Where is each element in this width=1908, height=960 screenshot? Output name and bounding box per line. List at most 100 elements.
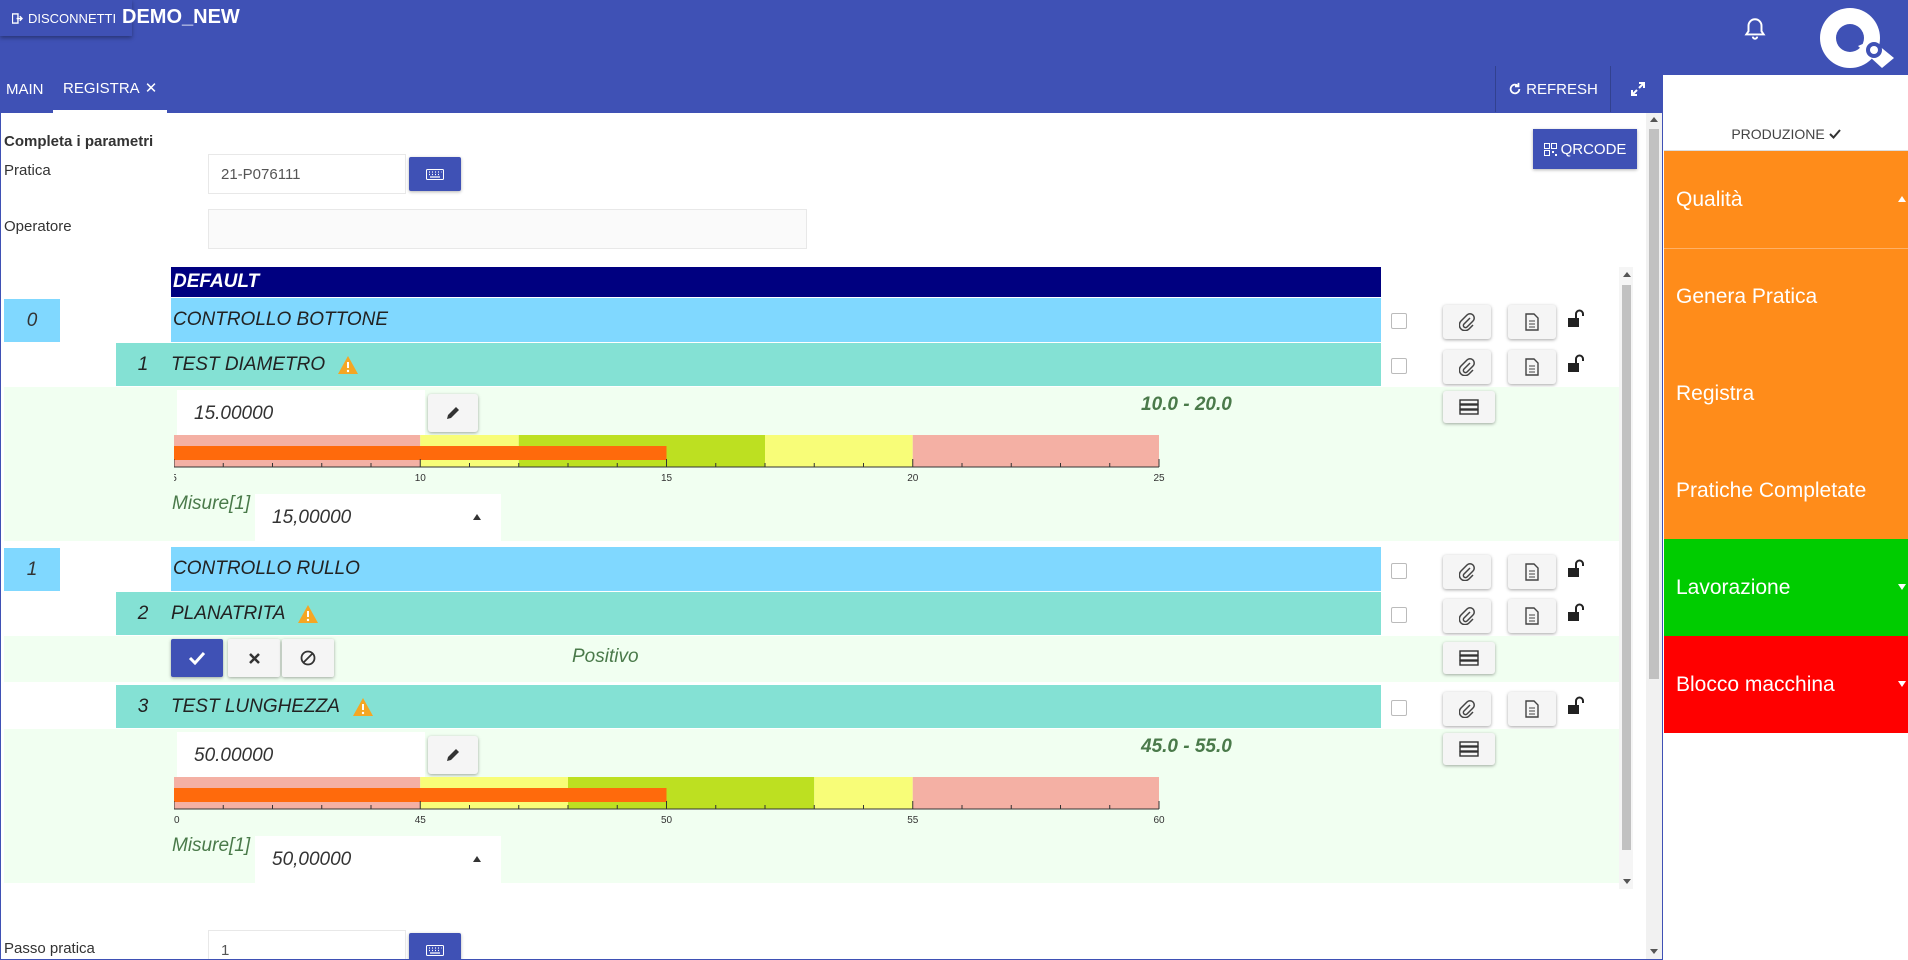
keyboard-icon: [426, 168, 444, 180]
item-checkbox[interactable]: [1391, 700, 1407, 716]
item-checkbox[interactable]: [1391, 358, 1407, 374]
edit-button[interactable]: [428, 394, 478, 432]
tab-main[interactable]: MAIN: [6, 66, 44, 113]
boolean-panel: Positivo: [4, 636, 1622, 682]
page-scrollbar[interactable]: [1646, 113, 1662, 959]
document-icon: [1525, 563, 1539, 581]
pratica-input[interactable]: 21-P076111: [208, 154, 406, 194]
measure-panel: 50.00000 45.0 - 55.0 40 45 50 55 60 Misure[1…: [4, 729, 1622, 883]
measure-value[interactable]: 50.00000: [177, 732, 425, 779]
passo-input[interactable]: 1: [208, 930, 406, 959]
attach-button[interactable]: [1443, 599, 1491, 633]
list-item[interactable]: 2 PLANATRITA: [116, 592, 1381, 635]
list-item[interactable]: 1 TEST DIAMETRO: [116, 343, 1381, 386]
list-item[interactable]: CONTROLLO RULLO: [171, 547, 1381, 591]
scroll-up-icon[interactable]: [1623, 272, 1631, 277]
item-number: 2: [137, 602, 149, 624]
disconnect-label: DISCONNETTI: [28, 10, 117, 26]
item-number: 3: [137, 695, 149, 717]
document-button[interactable]: [1508, 305, 1556, 339]
misure-select[interactable]: 50,00000: [255, 836, 501, 883]
qrcode-icon: [1543, 142, 1557, 156]
list-icon: [1459, 650, 1479, 666]
qrcode-button[interactable]: QRCODE: [1533, 129, 1637, 169]
sidebar-item-qualita[interactable]: Qualità: [1664, 151, 1908, 248]
list-menu-button[interactable]: [1443, 391, 1495, 423]
ban-icon: [300, 650, 316, 666]
list-menu-button[interactable]: [1443, 642, 1495, 674]
scroll-thumb[interactable]: [1622, 285, 1631, 850]
list-item[interactable]: 3 TEST LUNGHEZZA: [116, 685, 1381, 728]
item-number: 1: [4, 548, 60, 591]
document-icon: [1525, 607, 1539, 625]
document-button[interactable]: [1508, 555, 1556, 589]
attach-button[interactable]: [1443, 555, 1491, 589]
list-menu-button[interactable]: [1443, 733, 1495, 765]
expand-button[interactable]: [1614, 66, 1662, 112]
close-tab-icon[interactable]: ✕: [144, 80, 158, 97]
top-bar: DISCONNETTI DEMO_NEW: [0, 0, 1908, 75]
item-checkbox[interactable]: [1391, 607, 1407, 623]
attach-button[interactable]: [1443, 305, 1491, 339]
item-number: 1: [137, 353, 149, 375]
unlock-icon[interactable]: [1566, 559, 1586, 579]
qrcode-label: QRCODE: [1560, 140, 1627, 158]
list-scrollbar[interactable]: [1619, 267, 1633, 889]
sidebar-item-label: Registra: [1676, 381, 1755, 405]
edit-button[interactable]: [428, 736, 478, 774]
item-title: CONTROLLO BOTTONE: [173, 309, 389, 330]
misure-label: Misure[1]: [172, 835, 251, 856]
gauge-tick-label: 60: [1153, 815, 1165, 826]
negative-button[interactable]: [228, 639, 280, 677]
unlock-icon[interactable]: [1566, 354, 1586, 374]
scroll-down-icon[interactable]: [1623, 879, 1631, 884]
misure-value: 50,00000: [272, 848, 352, 870]
document-icon: [1525, 700, 1539, 718]
gauge-tick-label: 45: [415, 815, 427, 826]
document-button[interactable]: [1508, 350, 1556, 384]
scroll-thumb[interactable]: [1649, 129, 1659, 679]
refresh-button[interactable]: REFRESH: [1495, 66, 1611, 112]
value-bar: [174, 788, 667, 802]
chevron-up-icon: [473, 514, 481, 520]
pratica-keyboard-button[interactable]: [409, 157, 461, 191]
measure-value[interactable]: 15.00000: [177, 390, 425, 437]
document-button[interactable]: [1508, 599, 1556, 633]
misure-select[interactable]: 15,00000: [255, 494, 501, 541]
scroll-down-icon[interactable]: [1650, 949, 1658, 954]
list-item[interactable]: CONTROLLO BOTTONE: [171, 298, 1381, 342]
sidebar-item-lavorazione[interactable]: Lavorazione: [1664, 539, 1908, 636]
sidebar-header[interactable]: PRODUZIONE: [1664, 117, 1908, 151]
scroll-up-icon[interactable]: [1650, 117, 1658, 122]
list-icon: [1459, 741, 1479, 757]
sidebar-item-label: Blocco macchina: [1676, 672, 1835, 696]
sidebar-item-blocco-macchina[interactable]: Blocco macchina: [1664, 636, 1908, 733]
document-button[interactable]: [1508, 692, 1556, 726]
sidebar-item-genera-pratica[interactable]: Genera Pratica: [1664, 248, 1908, 345]
group-header: DEFAULT: [171, 267, 1381, 297]
sidebar-item-pratiche-completate[interactable]: Pratiche Completate: [1664, 442, 1908, 539]
bell-icon[interactable]: [1742, 16, 1768, 42]
unlock-icon[interactable]: [1566, 696, 1586, 716]
sidebar-item-registra[interactable]: Registra: [1664, 345, 1908, 442]
item-title: PLANATRITA: [171, 602, 286, 624]
check-icon: [1828, 128, 1841, 139]
item-checkbox[interactable]: [1391, 563, 1407, 579]
attach-button[interactable]: [1443, 692, 1491, 726]
passo-keyboard-button[interactable]: [409, 933, 461, 959]
paperclip-icon: [1459, 700, 1475, 718]
unlock-icon[interactable]: [1566, 603, 1586, 623]
checklist: DEFAULT 0 CONTROLLO BOTTONE 1 TEST DIAME…: [1, 267, 1641, 889]
positive-button[interactable]: [171, 639, 223, 677]
item-checkbox[interactable]: [1391, 313, 1407, 329]
tab-bar: MAIN REGISTRA ✕ REFRESH: [1, 66, 1662, 113]
not-applicable-button[interactable]: [282, 639, 334, 677]
tab-registra[interactable]: REGISTRA ✕: [53, 66, 168, 113]
disconnect-button[interactable]: DISCONNETTI: [0, 0, 133, 36]
unlock-icon[interactable]: [1566, 309, 1586, 329]
list-icon: [1459, 399, 1479, 415]
pratica-label: Pratica: [4, 162, 51, 179]
attach-button[interactable]: [1443, 350, 1491, 384]
paperclip-icon: [1459, 563, 1475, 581]
operatore-select[interactable]: [208, 209, 807, 249]
